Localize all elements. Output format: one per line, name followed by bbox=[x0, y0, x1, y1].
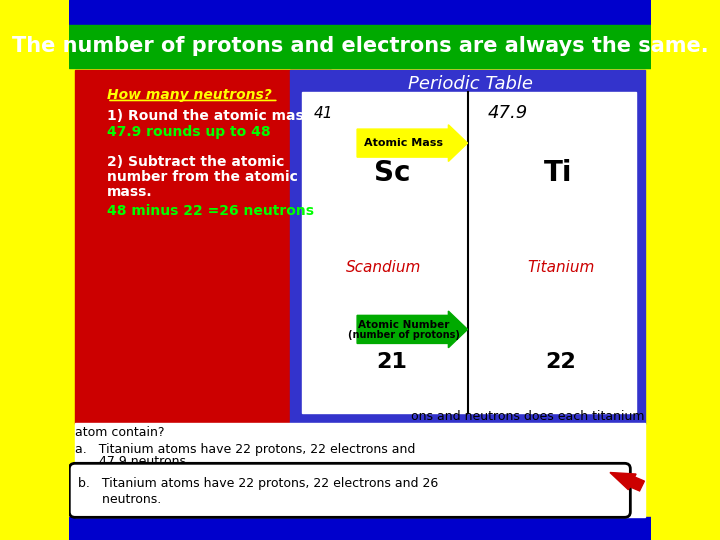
Text: mass.: mass. bbox=[107, 185, 153, 199]
Text: ons and neutrons does each titanium: ons and neutrons does each titanium bbox=[411, 410, 645, 423]
Bar bbox=[69, 517, 651, 540]
Bar bbox=[75, 70, 331, 424]
Bar bbox=[69, 25, 651, 68]
FancyArrow shape bbox=[357, 125, 467, 161]
Text: 1) Round the atomic mass: 1) Round the atomic mass bbox=[107, 109, 312, 123]
Text: 47.9 rounds up to 48: 47.9 rounds up to 48 bbox=[107, 125, 271, 139]
Text: The number of protons and electrons are always the same.: The number of protons and electrons are … bbox=[12, 36, 708, 57]
FancyArrow shape bbox=[610, 472, 644, 491]
Bar bbox=[290, 70, 645, 424]
FancyBboxPatch shape bbox=[69, 463, 630, 517]
FancyArrow shape bbox=[357, 311, 467, 348]
Bar bbox=[302, 92, 636, 413]
Text: 48 minus 22 =26 neutrons: 48 minus 22 =26 neutrons bbox=[107, 204, 314, 218]
Text: 47.9 neutrons.: 47.9 neutrons. bbox=[75, 455, 190, 468]
Text: Titanium: Titanium bbox=[527, 260, 594, 275]
Text: Atomic Number: Atomic Number bbox=[358, 320, 449, 330]
Text: Periodic Table: Periodic Table bbox=[408, 75, 533, 93]
Text: Atomic Mass: Atomic Mass bbox=[364, 138, 443, 148]
Text: 21: 21 bbox=[377, 352, 408, 372]
Text: Scandium: Scandium bbox=[346, 260, 421, 275]
Text: Ti: Ti bbox=[544, 159, 572, 187]
Text: 41: 41 bbox=[313, 106, 333, 121]
Text: How many neutrons?: How many neutrons? bbox=[107, 87, 272, 102]
Text: atom contain?: atom contain? bbox=[75, 426, 165, 438]
Text: 47.9: 47.9 bbox=[488, 104, 528, 123]
Text: number from the atomic: number from the atomic bbox=[107, 170, 298, 184]
Bar bbox=[69, 0, 651, 24]
Text: (number of protons): (number of protons) bbox=[348, 330, 459, 340]
Text: b.   Titanium atoms have 22 protons, 22 electrons and 26: b. Titanium atoms have 22 protons, 22 el… bbox=[78, 477, 438, 490]
Bar bbox=[75, 423, 645, 517]
Text: 2) Subtract the atomic: 2) Subtract the atomic bbox=[107, 155, 284, 169]
Text: neutrons.: neutrons. bbox=[78, 493, 161, 506]
Text: Sc: Sc bbox=[374, 159, 410, 187]
Text: a.   Titanium atoms have 22 protons, 22 electrons and: a. Titanium atoms have 22 protons, 22 el… bbox=[75, 443, 415, 456]
Text: 22: 22 bbox=[545, 352, 576, 372]
